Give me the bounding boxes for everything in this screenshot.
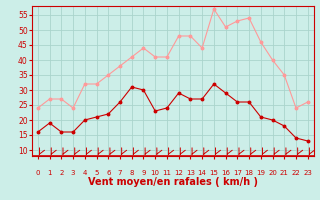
- X-axis label: Vent moyen/en rafales ( km/h ): Vent moyen/en rafales ( km/h ): [88, 177, 258, 187]
